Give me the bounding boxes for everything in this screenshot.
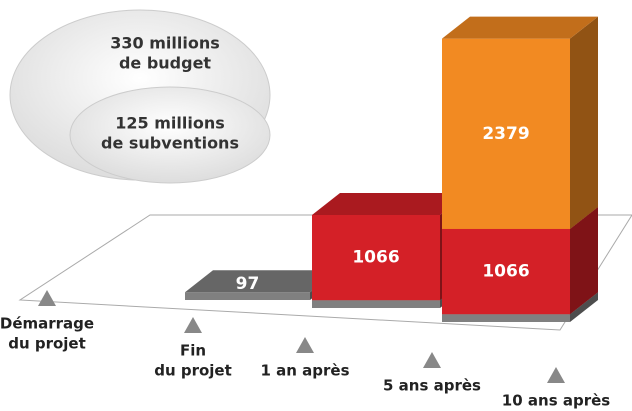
bar-top xyxy=(185,270,338,293)
x-label: du projet xyxy=(154,362,232,380)
annotation: de subventions xyxy=(101,134,239,153)
value-label: 1066 xyxy=(482,262,529,282)
marker xyxy=(38,290,56,306)
bar-side xyxy=(570,206,598,315)
value-label: 97 xyxy=(236,274,260,294)
bar xyxy=(442,314,570,322)
marker xyxy=(423,352,441,368)
x-label: 1 an après xyxy=(260,362,349,380)
bar xyxy=(312,214,440,301)
bar-side xyxy=(570,292,598,322)
annotation: 125 millions xyxy=(115,114,224,133)
x-label: du projet xyxy=(8,335,86,353)
x-label: 5 ans après xyxy=(383,377,481,395)
annotation: 330 millions xyxy=(110,34,219,53)
marker xyxy=(547,367,565,383)
x-label: 10 ans après xyxy=(502,392,610,410)
bar-top xyxy=(442,16,598,39)
subsidy-ellipse xyxy=(69,86,271,184)
x-label: Démarrage xyxy=(0,315,94,333)
value-label: 1066 xyxy=(352,248,399,268)
marker xyxy=(184,317,202,333)
bar-top xyxy=(312,192,468,215)
bar xyxy=(442,228,570,315)
annotation: de budget xyxy=(119,54,211,73)
bar xyxy=(185,292,310,300)
bar xyxy=(442,38,570,229)
value-label: 2379 xyxy=(482,124,529,144)
bar xyxy=(312,300,440,308)
bar-side xyxy=(570,16,598,229)
marker xyxy=(296,337,314,353)
x-label: Fin xyxy=(180,342,206,360)
